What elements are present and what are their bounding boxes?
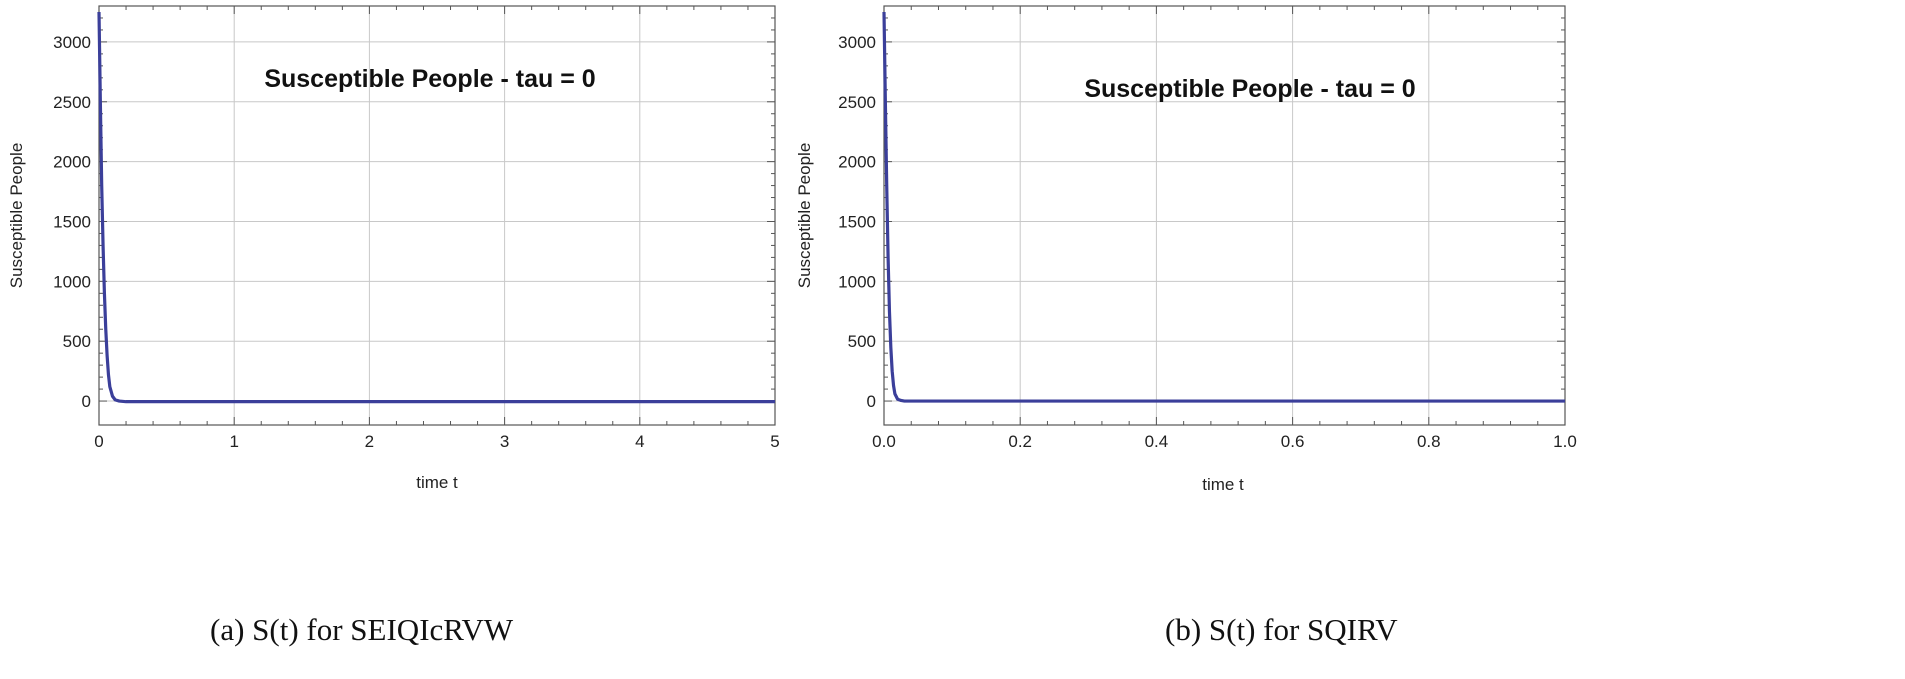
chart-title: Susceptible People - tau = 0 — [1084, 75, 1415, 103]
y-axis-label: Susceptible People — [795, 143, 814, 289]
chart-a: 0 1 2 3 4 5 0 500 1000 1500 2000 2500 3000 time t Susc… — [7, 5, 780, 492]
x-tick-label: 5 — [770, 432, 779, 451]
y-tick-label: 2000 — [53, 153, 91, 172]
x-tick-label: 1.0 — [1553, 432, 1577, 451]
x-axis-label: time t — [416, 473, 458, 492]
y-tick-label: 0 — [867, 392, 876, 411]
x-tick-label: 3 — [500, 432, 509, 451]
y-tick-label: 1000 — [53, 272, 91, 291]
y-tick-label: 500 — [848, 332, 876, 351]
x-axis-label: time t — [1202, 475, 1244, 494]
x-tick-label: 0.0 — [872, 432, 896, 451]
y-tick-label: 500 — [63, 332, 91, 351]
x-tick-label: 4 — [635, 432, 644, 451]
plot-frame — [883, 5, 1566, 426]
chart-b: 0.0 0.2 0.4 0.6 0.8 1.0 0 500 1000 1500 2000 2500 30… — [795, 5, 1577, 494]
x-tick-label: 2 — [365, 432, 374, 451]
y-tick-label: 2000 — [838, 153, 876, 172]
y-tick-label: 1000 — [838, 272, 876, 291]
y-tick-label: 2500 — [838, 93, 876, 112]
y-tick-label: 2500 — [53, 93, 91, 112]
x-tick-label: 0 — [94, 432, 103, 451]
y-tick-label: 3000 — [838, 33, 876, 52]
caption-a: (a) S(t) for SEIQIcRVW — [210, 612, 514, 647]
chart-panel-a: 0 1 2 3 4 5 0 500 1000 1500 2000 2500 3000 time t Susc… — [0, 0, 790, 605]
x-tick-label: 0.6 — [1281, 432, 1305, 451]
chart-title: Susceptible People - tau = 0 — [264, 65, 595, 93]
y-axis-label: Susceptible People — [7, 143, 26, 289]
x-tick-label: 1 — [229, 432, 238, 451]
y-tick-label: 1500 — [838, 212, 876, 231]
x-tick-label: 0.2 — [1008, 432, 1032, 451]
chart-panel-b: 0.0 0.2 0.4 0.6 0.8 1.0 0 500 1000 1500 2000 2500 30… — [790, 0, 1580, 605]
y-tick-label: 3000 — [53, 33, 91, 52]
series-line — [97, 11, 775, 404]
y-tick-label: 1500 — [53, 212, 91, 231]
x-tick-label: 0.4 — [1145, 432, 1169, 451]
caption-b: (b) S(t) for SQIRV — [1165, 612, 1398, 647]
plot-area — [99, 6, 775, 425]
plot-frame — [98, 5, 776, 426]
series-line — [882, 11, 1565, 403]
x-tick-label: 0.8 — [1417, 432, 1441, 451]
plot-area — [884, 6, 1565, 425]
y-tick-label: 0 — [82, 392, 91, 411]
